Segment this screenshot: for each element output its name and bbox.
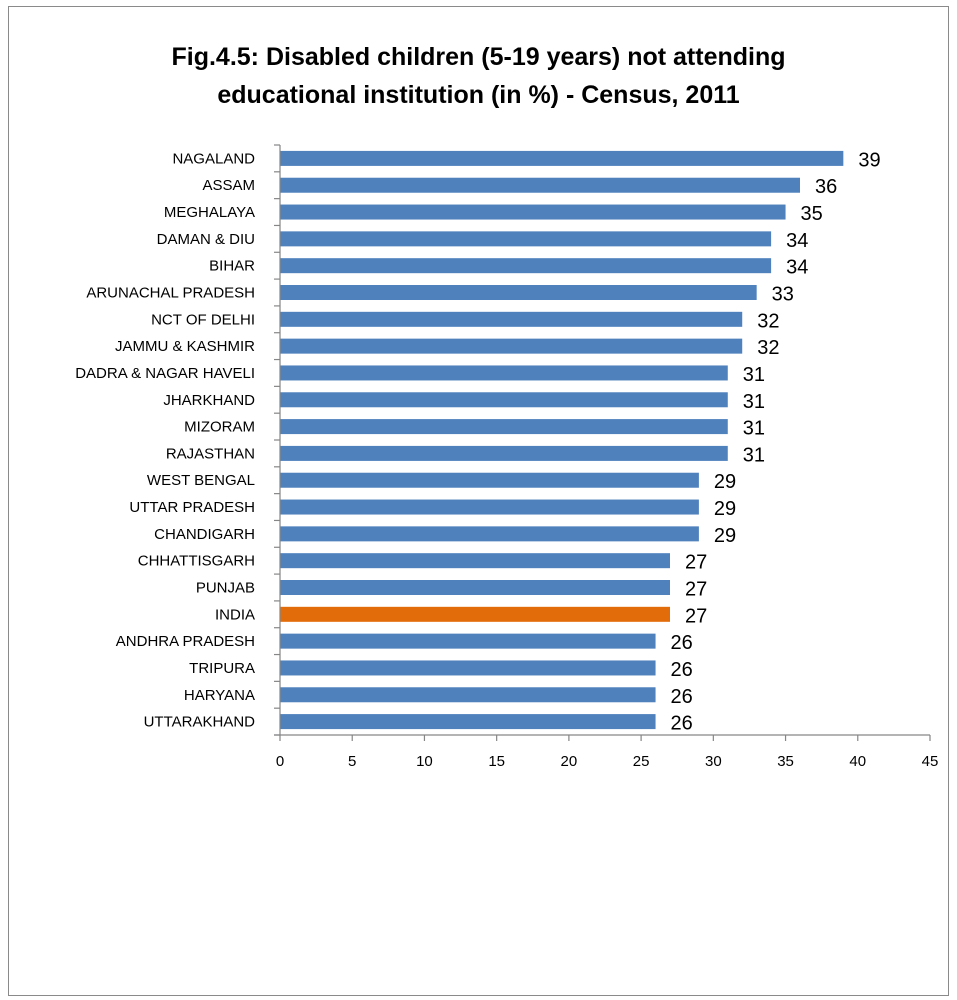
data-label: 32 bbox=[757, 337, 779, 359]
bar bbox=[280, 311, 743, 327]
category-label: UTTARAKHAND bbox=[144, 714, 256, 731]
chart-title-line-1: Fig.4.5: Disabled children (5-19 years) … bbox=[171, 43, 786, 71]
bar bbox=[280, 606, 670, 622]
data-label: 33 bbox=[772, 284, 794, 306]
category-label: UTTAR PRADESH bbox=[129, 499, 255, 516]
category-label: RAJASTHAN bbox=[166, 445, 255, 462]
data-label: 26 bbox=[671, 686, 693, 708]
bar bbox=[280, 580, 670, 595]
x-tick-label: 35 bbox=[777, 753, 794, 770]
category-label: ARUNACHAL PRADESH bbox=[86, 285, 255, 302]
category-label: NCT OF DELHI bbox=[151, 311, 255, 328]
x-tick-label: 25 bbox=[633, 753, 650, 770]
bar bbox=[280, 419, 728, 435]
bar bbox=[280, 714, 656, 730]
data-label: 35 bbox=[801, 203, 823, 225]
data-label: 34 bbox=[786, 257, 808, 279]
bar bbox=[280, 445, 728, 461]
data-label: 31 bbox=[743, 364, 765, 386]
category-label: PUNJAB bbox=[196, 580, 255, 597]
data-label: 27 bbox=[685, 579, 707, 601]
x-tick-label: 10 bbox=[416, 753, 433, 770]
category-label: NAGALAND bbox=[172, 150, 255, 167]
data-label: 31 bbox=[743, 418, 765, 440]
bar bbox=[280, 633, 656, 649]
x-tick-label: 15 bbox=[488, 753, 505, 770]
category-label: MEGHALAYA bbox=[164, 204, 255, 221]
chart-title: Fig.4.5: Disabled children (5-19 years) … bbox=[0, 38, 957, 114]
chart-title-line-2: educational institution (in %) - Census,… bbox=[217, 81, 740, 109]
bar bbox=[280, 472, 699, 488]
bar bbox=[280, 365, 728, 381]
x-tick-label: 5 bbox=[348, 753, 356, 770]
data-label: 26 bbox=[671, 659, 693, 681]
category-label: DAMAN & DIU bbox=[157, 231, 255, 248]
x-tick-label: 40 bbox=[849, 753, 866, 770]
bar bbox=[280, 687, 656, 703]
x-tick-label: 30 bbox=[705, 753, 722, 770]
category-label: BIHAR bbox=[209, 258, 255, 275]
bar bbox=[280, 392, 728, 408]
data-label: 36 bbox=[815, 176, 837, 198]
bar bbox=[280, 553, 670, 569]
data-label: 27 bbox=[685, 605, 707, 627]
bar bbox=[280, 338, 743, 354]
x-tick-label: 0 bbox=[276, 753, 284, 770]
bar bbox=[280, 231, 772, 247]
category-label: WEST BENGAL bbox=[147, 472, 255, 489]
data-label: 29 bbox=[714, 498, 736, 520]
category-label: TRIPURA bbox=[189, 660, 255, 677]
category-label: ASSAM bbox=[202, 177, 255, 194]
data-label: 29 bbox=[714, 471, 736, 493]
category-label: HARYANA bbox=[184, 687, 255, 704]
data-label: 32 bbox=[757, 310, 779, 332]
category-label: JAMMU & KASHMIR bbox=[115, 338, 255, 355]
x-tick-label: 20 bbox=[561, 753, 578, 770]
data-label: 39 bbox=[858, 149, 880, 171]
category-label: MIZORAM bbox=[184, 419, 255, 436]
bar bbox=[280, 499, 699, 515]
bar bbox=[280, 177, 800, 193]
category-label: DADRA & NAGAR HAVELI bbox=[75, 365, 255, 382]
category-label: INDIA bbox=[215, 606, 255, 623]
data-label: 26 bbox=[671, 713, 693, 735]
data-label: 31 bbox=[743, 444, 765, 466]
data-label: 26 bbox=[671, 632, 693, 654]
x-tick-label: 45 bbox=[922, 753, 939, 770]
category-label: ANDHRA PRADESH bbox=[116, 633, 255, 650]
data-label: 29 bbox=[714, 525, 736, 547]
category-label: CHANDIGARH bbox=[154, 526, 255, 543]
data-label: 31 bbox=[743, 391, 765, 413]
bar bbox=[280, 204, 786, 220]
bar bbox=[280, 150, 844, 166]
category-label: JHARKHAND bbox=[163, 392, 255, 409]
data-label: 34 bbox=[786, 230, 808, 252]
data-label: 27 bbox=[685, 552, 707, 574]
bar bbox=[280, 285, 757, 300]
category-label: CHHATTISGARH bbox=[138, 553, 255, 570]
bar bbox=[280, 660, 656, 676]
bar bbox=[280, 258, 772, 274]
bar bbox=[280, 526, 699, 542]
